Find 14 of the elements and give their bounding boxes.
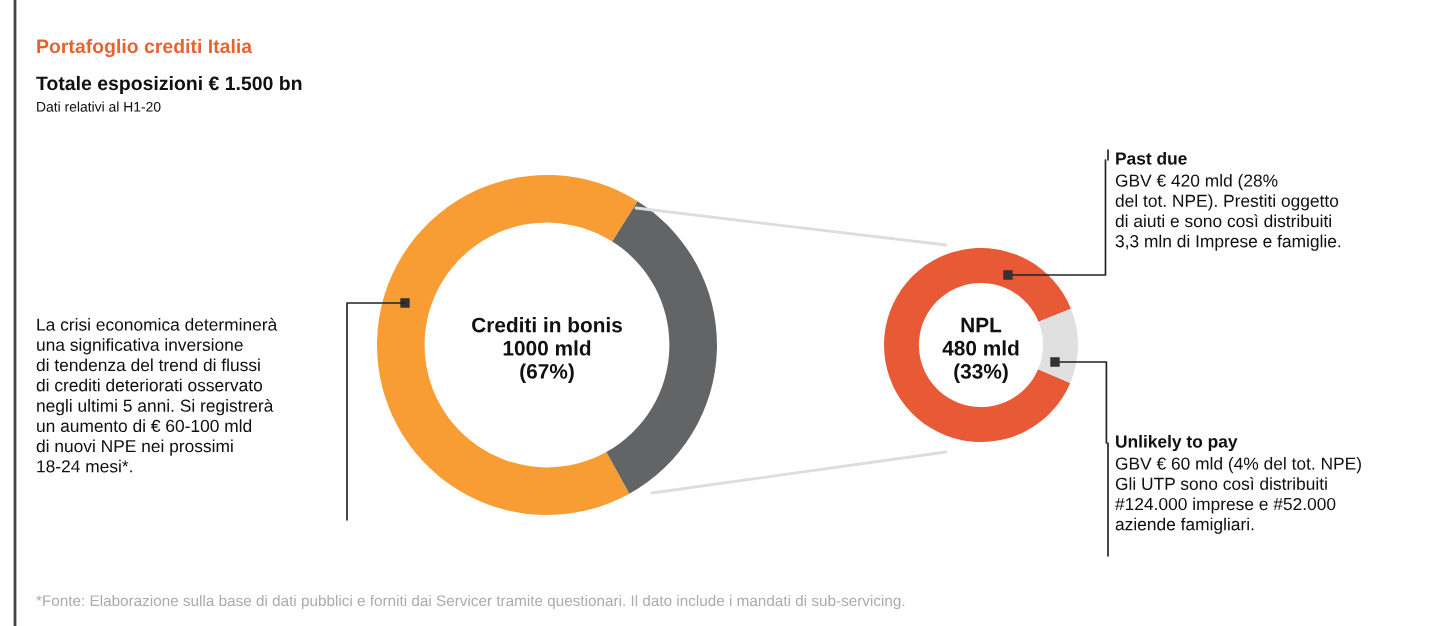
text: La crisi economica determinerà una significativa inversione di tendenza del trend di flussi di crediti deteriorati osservato negli ultimi 5 anni. Si registrerà un aumento di € 60-100 mld di nuovi NPE nei prossimi 18-24 mesi*. — [36, 317, 278, 473]
text: Dati relativi al H1-20 — [37, 101, 161, 112]
text: GBV € 420 mld (28% del tot. NPE). Prestiti oggetto di aiuti e sono così distribuiti 3,3 mln di Imprese e famiglie. — [1115, 174, 1341, 251]
donut-slice — [884, 248, 1071, 442]
text: Totale esposizioni € 1.500 bn — [36, 75, 302, 95]
donut-slice — [1038, 308, 1078, 383]
text: GBV € 60 mld (4% del tot. NPE) Gli UTP sono così distribuiti #124.000 imprese e #52.000 aziende famigliari. — [1115, 457, 1361, 534]
slice-label: Unlikely to pay — [1116, 434, 1238, 452]
text: NPL 480 mld (33%) — [942, 317, 1019, 383]
text: Portafoglio crediti Italia — [37, 38, 253, 58]
text: Crediti in bonis 1000 mld (67%) — [472, 317, 622, 383]
text: *Fonte: Elaborazione sulla base di dati pubblici e forniti dai Servicer tramite questionari. Il dato include i mandati di sub-servicing. — [36, 594, 905, 610]
donut-slice — [377, 175, 638, 515]
slice-label: Past due — [1116, 151, 1187, 165]
